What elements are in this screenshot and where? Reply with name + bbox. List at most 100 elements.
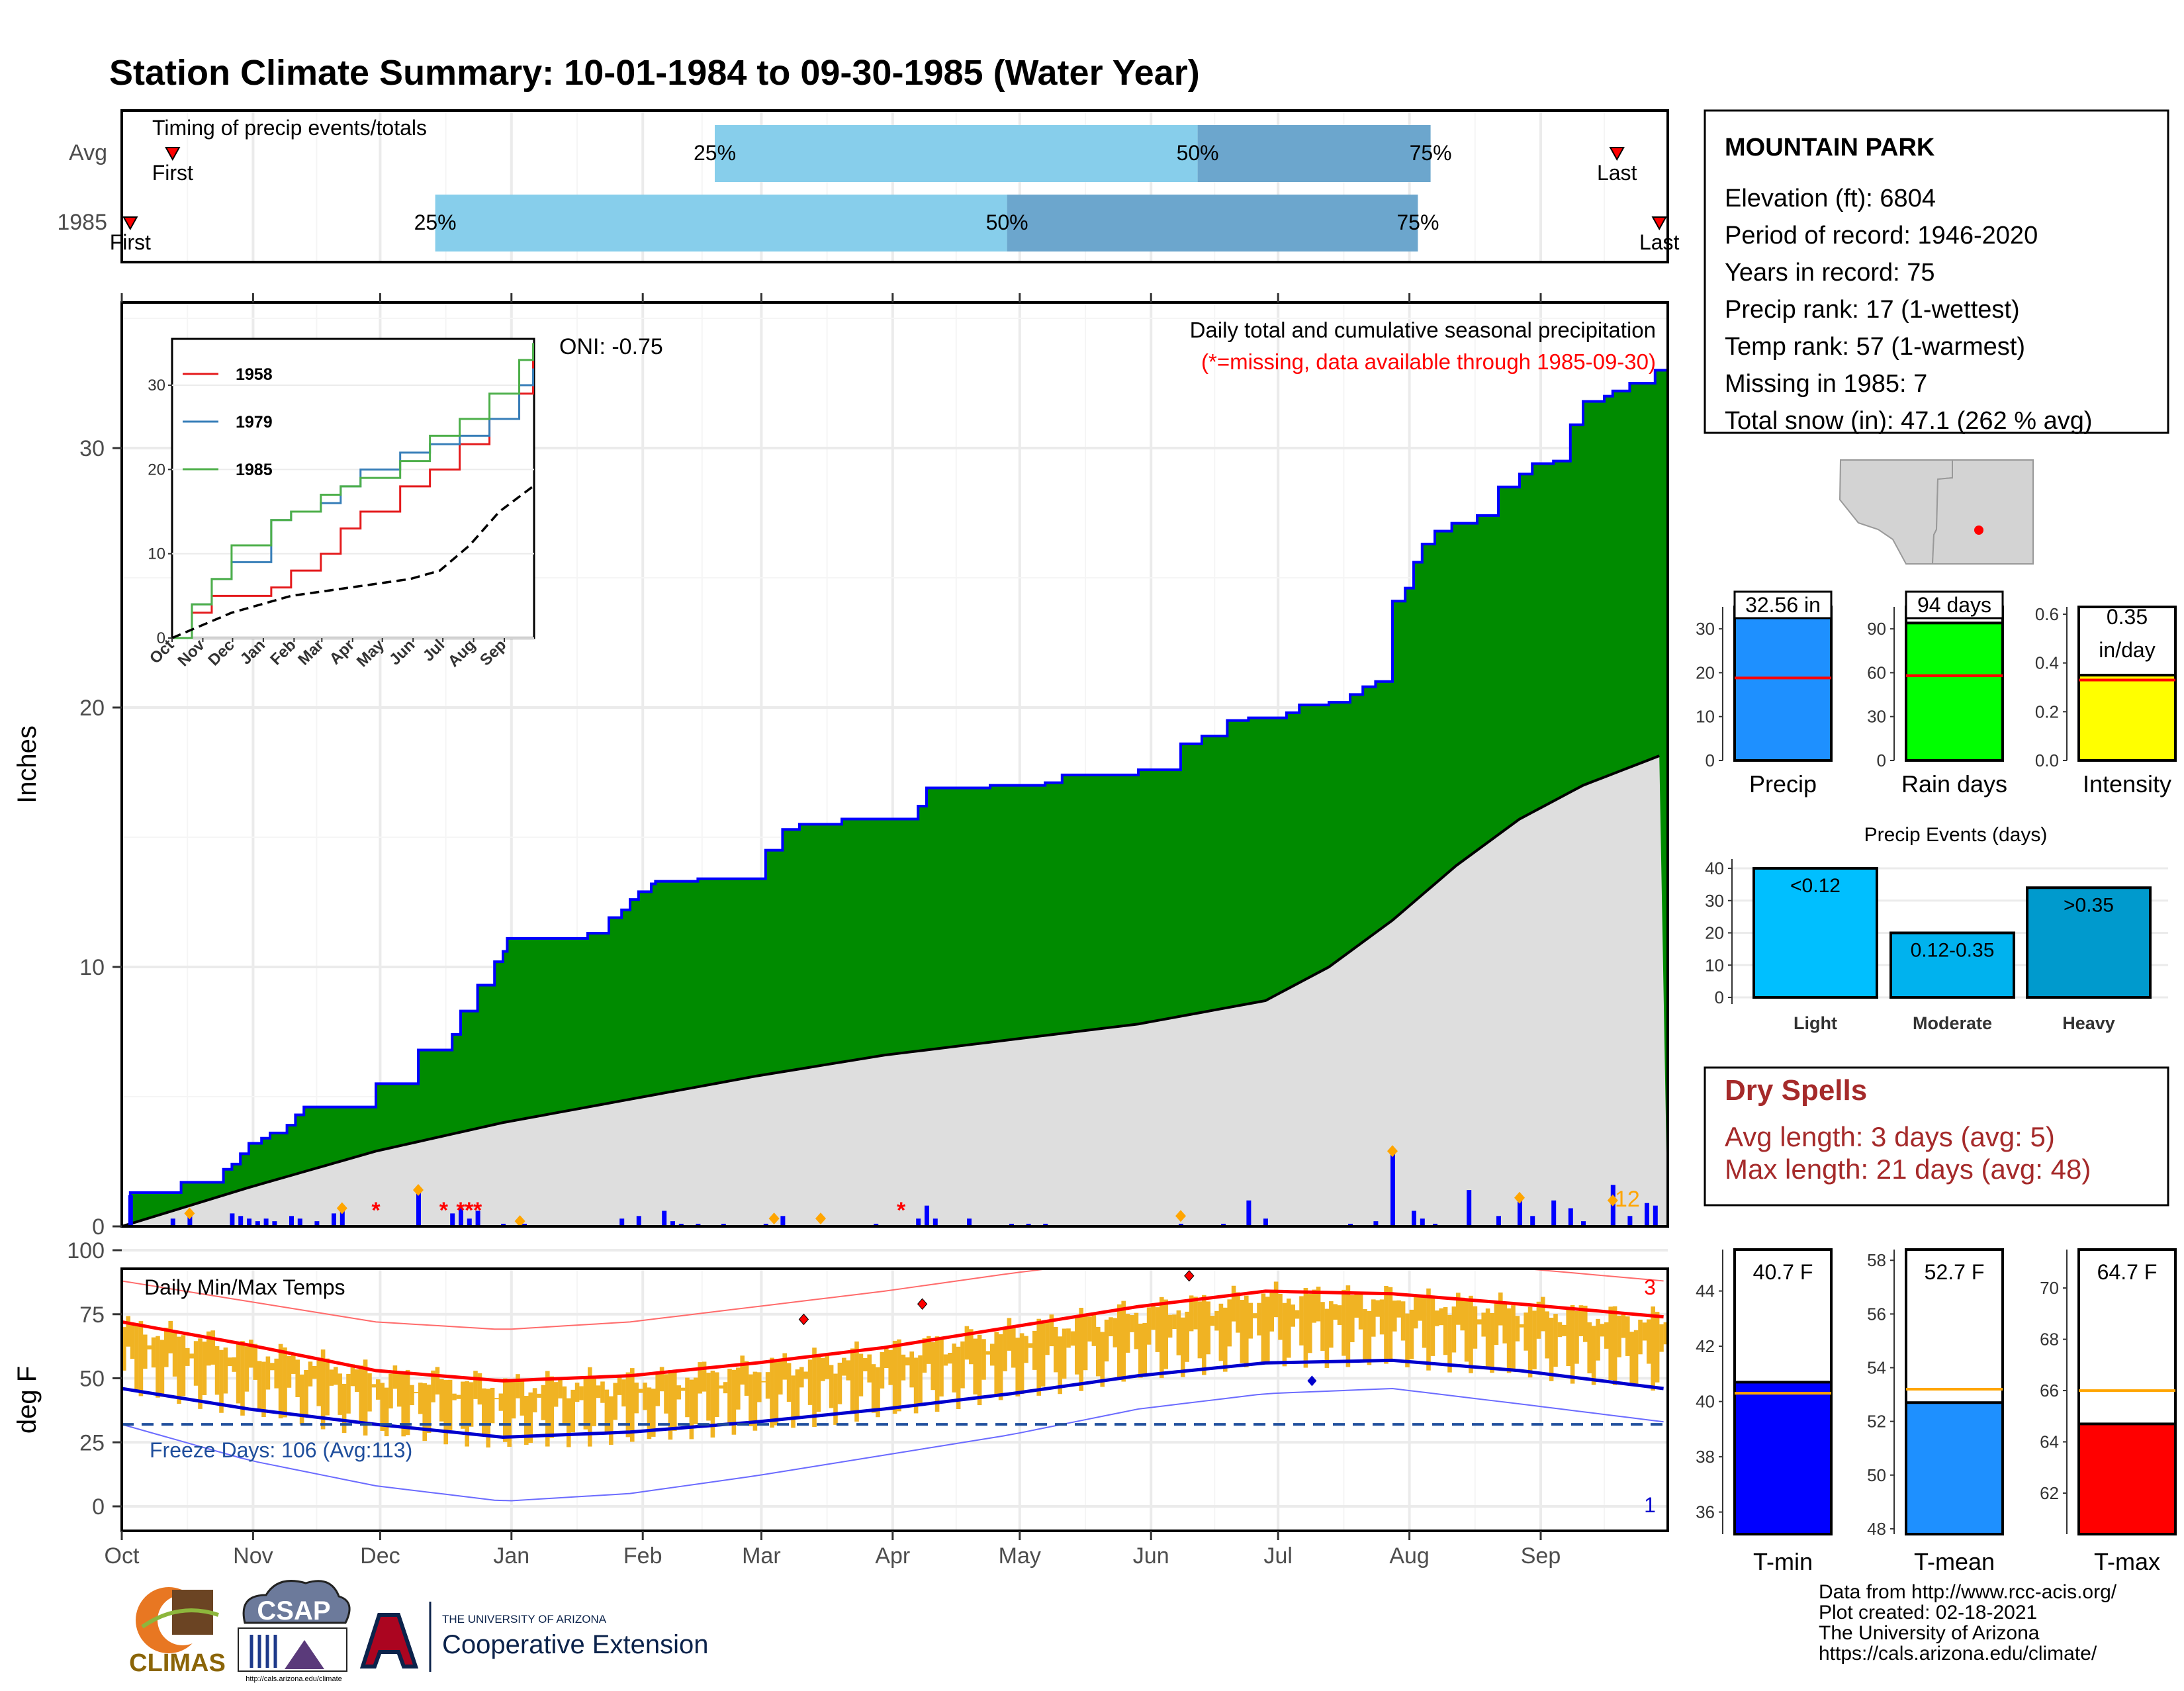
daily-temp-bar [736,1367,741,1410]
daily-temp-bar [456,1394,461,1399]
summary-bar-tick: 60 [1867,663,1886,682]
daily-temp-bar [418,1383,423,1414]
last-event-marker [1609,147,1625,161]
daily-temp-bar [1553,1314,1558,1367]
daily-temp-bar [287,1355,292,1388]
event-marker [1514,1191,1525,1204]
summary-bar-tick: 20 [1696,663,1715,682]
daily-temp-bar [567,1398,571,1447]
station-info-box: MOUNTAIN PARK Elevation (ft): 6804 Period… [1704,109,2169,435]
daily-temp-bar [376,1379,381,1400]
daily-precip-bar [314,1221,320,1226]
daily-temp-bar [1278,1293,1283,1340]
daily-temp-bar [405,1369,410,1436]
daily-temp-bar [706,1373,711,1421]
daily-precip-bar [1627,1216,1633,1226]
inset-legend-label: 1958 [236,365,273,384]
daily-temp-bar [1511,1305,1516,1372]
timing-label-25: 25% [694,141,736,165]
temp-bar-fill [1905,1401,2004,1535]
daily-temp-bar [1647,1319,1651,1364]
daily-temp-bar [295,1359,300,1398]
daily-temp-bar [257,1361,262,1412]
daily-temp-bar [1502,1302,1507,1344]
daily-temp-bar [909,1351,914,1388]
daily-temp-bar [676,1385,681,1400]
daily-temp-bar [1400,1301,1406,1341]
daily-temp-bar [782,1353,787,1380]
climas-swoosh [141,1608,219,1629]
event-marker [184,1207,195,1220]
daily-temp-bar [1350,1295,1355,1342]
daily-temp-bar [668,1369,673,1440]
missing-marker: * [897,1198,906,1223]
daily-temp-bar [570,1389,575,1433]
map-state-newmexico [1931,459,2034,565]
footer-line: https://cals.arizona.edu/climate/ [1819,1643,2097,1665]
ua-big-text: Cooperative Extension [442,1630,708,1659]
daily-temp-bar [846,1360,850,1381]
temp-y-tick: 25 [79,1430,105,1455]
cumulative-precip-line [122,369,1668,1226]
summary-bar-fill [2077,674,2177,762]
daily-temp-bar [1003,1329,1007,1371]
daily-temp-bar [731,1369,737,1435]
daily-temp-bar [651,1389,656,1437]
daily-temp-bar [634,1382,639,1414]
daily-temp-bar [1295,1310,1300,1319]
daily-precip-bar [916,1218,921,1226]
daily-temp-bar [490,1387,495,1424]
daily-temp-bar [1625,1316,1630,1356]
daily-temp-bar [664,1374,668,1414]
daily-temp-bar [600,1381,605,1403]
daily-temp-bar [1363,1309,1367,1361]
daily-temp-bar [447,1379,453,1430]
summary-bar-value: 0.35 [2107,605,2148,629]
daily-temp-bar [1130,1315,1134,1332]
pe-category-label: Moderate [1913,1013,1992,1033]
daily-temp-bar [1121,1301,1126,1382]
daily-temp-bar [261,1361,266,1418]
pe-bar [1752,867,1878,999]
daily-temp-bar [397,1373,402,1407]
daily-temp-bar [1299,1296,1304,1346]
timing-label-25: 25% [414,210,457,234]
timing-bar-q3 [1007,195,1418,251]
daily-temp-bar [1040,1323,1046,1387]
daily-temp-bar [821,1357,825,1381]
temp-y-tick: 0 [92,1494,105,1520]
daily-temp-bar [249,1340,253,1368]
daily-temp-bar [609,1396,614,1445]
daily-temp-bar [304,1370,308,1417]
daily-temp-bar [715,1372,719,1417]
temp-y-axis: 0 25 50 75 100 [67,1238,122,1520]
map-station-marker [1974,526,1983,535]
daily-temp-bar [384,1387,389,1437]
daily-temp-bar [770,1357,774,1428]
daily-precip-bar [467,1218,472,1226]
temp-panel-border [120,1267,1669,1532]
daily-temp-bar [998,1334,1003,1400]
summary-bar-tick: 0.2 [2035,702,2059,721]
daily-temp-bar [973,1338,978,1394]
footer-line: Data from http://www.rcc-acis.org/ [1819,1581,2117,1603]
precip-markers: * * * * * * [184,1145,1618,1226]
daily-precip-bar [247,1218,251,1226]
daily-temp-bar [1210,1316,1215,1326]
daily-precip-bar [1518,1200,1522,1226]
daily-temp-bar [1257,1303,1261,1336]
normal-max-line [122,1289,1664,1383]
daily-precip-bar [925,1205,929,1226]
temp-bar-tick: 38 [1696,1447,1715,1467]
precip-events-body: 0 10 20 30 40 <0.12 Light 0.12-0.35 Moderate >0.3… [1705,858,2168,1033]
station-detail-lines: Elevation (ft): 6804 Period of record: 19… [1725,185,2093,435]
daily-temp-bar [1464,1301,1469,1362]
daily-temp-bar [1430,1295,1435,1356]
temp-bar-label: T-min [1753,1548,1813,1575]
daily-temp-bar [1236,1292,1240,1333]
missing-marker: * [371,1198,381,1223]
daily-temp-bar [1308,1294,1312,1353]
csap-logo: CSAP http://cals.arizona.edu/climate [238,1580,351,1683]
daily-temp-bar [558,1377,563,1398]
